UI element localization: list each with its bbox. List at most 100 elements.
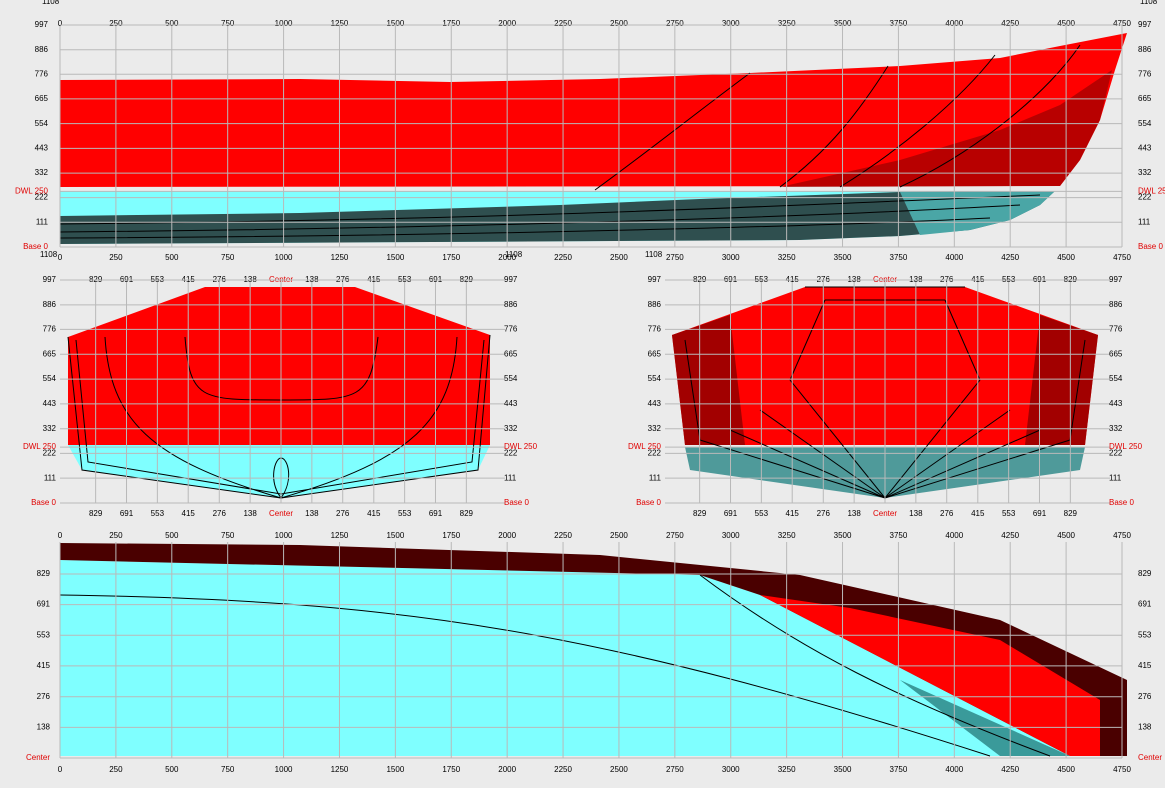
x-tick-label: 4500: [1057, 765, 1075, 774]
y-tick-label: 829: [1138, 569, 1152, 578]
x-tick-label: 4750: [1113, 765, 1131, 774]
x-tick-label: 2250: [554, 765, 572, 774]
x-tick-label: 3500: [834, 531, 852, 540]
x-tick-label: 691: [1033, 509, 1047, 518]
y-tick-label: 554: [35, 119, 49, 128]
x-tick-label: 4500: [1057, 19, 1075, 28]
x-tick-label: 2500: [610, 19, 628, 28]
x-tick-label: 415: [786, 509, 800, 518]
y-tick-label: 111: [36, 217, 49, 226]
y-tick-label: 665: [43, 349, 57, 358]
x-tick-label: 3500: [834, 19, 852, 28]
x-tick-label: 750: [221, 253, 235, 262]
y-tick-label: 776: [1138, 69, 1152, 78]
x-tick-label: Center: [873, 509, 897, 518]
x-tick-label: 250: [109, 19, 123, 28]
x-tick-label: 553: [1002, 509, 1016, 518]
y-tick-label: 997: [35, 20, 49, 29]
x-tick-label: 2750: [666, 19, 684, 28]
x-tick-label: 829: [460, 509, 474, 518]
y-tick-label: 138: [1138, 722, 1152, 731]
y-tick-label: 222: [1138, 193, 1152, 202]
x-tick-label: 1500: [386, 765, 404, 774]
x-tick-label: 276: [817, 509, 831, 518]
y-tick-label: 443: [35, 143, 49, 152]
x-tick-label: 500: [165, 253, 179, 262]
x-tick-label: 4250: [1001, 765, 1019, 774]
x-tick-label: 4250: [1001, 253, 1019, 262]
y-tick-label: Base 0: [636, 498, 661, 507]
y-tick-label: 691: [37, 600, 51, 609]
x-tick-label: 4250: [1001, 19, 1019, 28]
y-tick-label: Center: [1138, 753, 1162, 762]
x-tick-label: 3000: [722, 19, 740, 28]
x-tick-label: 1000: [275, 253, 293, 262]
x-tick-label: 3250: [778, 19, 796, 28]
x-tick-label: 3500: [834, 765, 852, 774]
x-tick-label: 4750: [1113, 531, 1131, 540]
y-tick-label: Base 0: [31, 498, 56, 507]
x-tick-label: 829: [693, 509, 707, 518]
y-tick-label: DWL 250: [1138, 186, 1165, 195]
y-tick-label: 332: [1138, 168, 1152, 177]
y-tick-label: 665: [1138, 94, 1152, 103]
y-tick-label: 332: [1109, 424, 1123, 433]
x-tick-label: 2750: [666, 765, 684, 774]
corner-label: 1108: [1140, 0, 1158, 6]
x-tick-label: 1750: [442, 531, 460, 540]
x-tick-label: 4500: [1057, 531, 1075, 540]
y-tick-label: 554: [648, 374, 662, 383]
y-tick-label: 553: [37, 630, 51, 639]
y-tick-label: 665: [504, 349, 518, 358]
y-tick-label: 111: [1138, 217, 1151, 226]
y-tick-label: 332: [43, 424, 57, 433]
x-tick-label: 415: [971, 509, 985, 518]
y-tick-label: 997: [504, 275, 518, 284]
y-tick-label: 554: [1109, 374, 1123, 383]
x-tick-label: 250: [109, 765, 123, 774]
y-tick-label: 443: [648, 399, 662, 408]
y-tick-label: 222: [35, 193, 49, 202]
x-tick-label: 691: [724, 509, 738, 518]
y-tick-label: 554: [43, 374, 57, 383]
x-tick-label: 553: [755, 509, 769, 518]
x-tick-label: 138: [243, 509, 257, 518]
x-tick-label: 415: [182, 509, 196, 518]
x-tick-label: 691: [429, 509, 443, 518]
x-tick-label: 250: [109, 253, 123, 262]
y-tick-label: 997: [1109, 275, 1123, 284]
x-tick-label: 750: [221, 765, 235, 774]
y-tick-label: 886: [648, 300, 662, 309]
x-tick-label: 2250: [554, 253, 572, 262]
x-tick-label: 3000: [722, 765, 740, 774]
x-tick-label: 4000: [945, 765, 963, 774]
x-tick-label: 1000: [275, 531, 293, 540]
x-tick-label: 2500: [610, 253, 628, 262]
y-tick-label: 332: [35, 168, 49, 177]
x-tick-label: 500: [165, 531, 179, 540]
y-tick-label: 886: [504, 300, 518, 309]
section-left-hull: [67, 287, 491, 499]
corner-label: 1108: [40, 250, 58, 259]
x-tick-label: 2000: [498, 531, 516, 540]
y-tick-label: 886: [43, 300, 57, 309]
y-tick-label: 222: [504, 448, 518, 457]
y-tick-label: 111: [504, 473, 517, 482]
y-tick-label: 111: [1109, 473, 1122, 482]
y-tick-label: 997: [43, 275, 57, 284]
x-tick-label: 1500: [386, 19, 404, 28]
x-tick-label: 3500: [834, 253, 852, 262]
y-tick-label: 138: [37, 722, 51, 731]
x-tick-label: 829: [1064, 509, 1078, 518]
y-tick-label: 222: [1109, 448, 1123, 457]
y-tick-label: 886: [1138, 45, 1152, 54]
x-tick-label: 3750: [890, 765, 908, 774]
x-tick-label: 4750: [1113, 19, 1131, 28]
y-tick-label: 665: [35, 94, 49, 103]
y-tick-label: 332: [504, 424, 518, 433]
x-tick-label: 3250: [778, 531, 796, 540]
y-tick-label: 665: [648, 349, 662, 358]
y-tick-label: DWL 250: [628, 442, 662, 451]
x-tick-label: 4250: [1001, 531, 1019, 540]
